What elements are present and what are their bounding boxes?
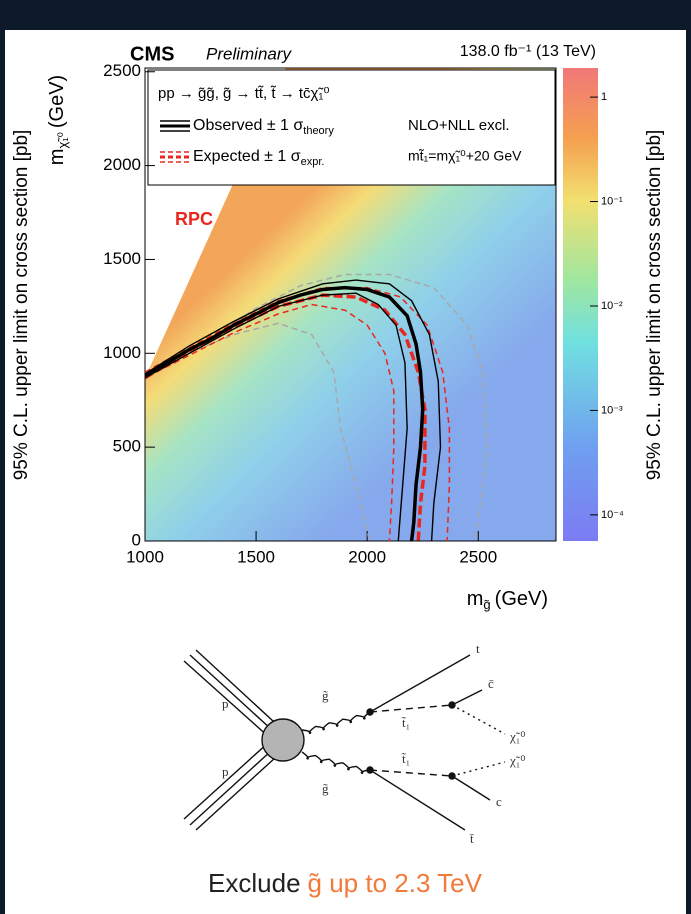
x-tick-label: 1000 <box>126 547 164 566</box>
heatmap <box>145 68 556 541</box>
gluon <box>301 751 371 774</box>
legend-name: Expected ± 1 σ <box>193 148 301 165</box>
neutralino-line <box>451 704 506 777</box>
y-axis-label: mχ̃₁⁰ (GeV) <box>46 75 70 165</box>
x-label-unit: (GeV) <box>495 588 548 610</box>
legend-name: Observed ± 1 σ <box>193 117 303 134</box>
caption: Exclude g̃ up to 2.3 TeV <box>208 868 483 898</box>
vertex <box>366 766 374 774</box>
contour-line <box>145 279 442 541</box>
diagram-label: t <box>476 641 480 656</box>
method-label: NLO+NLL excl. <box>408 117 510 134</box>
legend-sub: theory <box>303 125 334 137</box>
x-label-sub: g̃ <box>483 597 490 612</box>
y-tick-label: 1500 <box>103 249 141 268</box>
legend-entry: Expected ± 1 σexpr. <box>193 148 324 168</box>
contour-line <box>145 293 427 541</box>
cms-label: CMS <box>130 43 174 65</box>
vertex <box>448 701 456 709</box>
colorbar-tick-label: 1 <box>601 91 607 103</box>
y-label-unit: (GeV) <box>46 75 68 128</box>
stop-line <box>369 704 453 777</box>
region-label: RPC <box>175 209 213 229</box>
legend-box <box>147 69 556 186</box>
legend-sub: expr. <box>301 156 325 168</box>
y-label-sub: χ̃₁⁰ <box>55 132 70 148</box>
diagram-label: χ̃₁⁰ <box>509 753 526 768</box>
vertex <box>448 772 456 780</box>
vertex <box>366 708 374 716</box>
diagram-label: t̃₁ <box>402 751 410 766</box>
caption-text: Exclude <box>208 868 301 898</box>
y-tick-label: 0 <box>132 530 141 549</box>
y-tick-label: 500 <box>113 437 141 456</box>
quark-line <box>369 654 491 831</box>
diagram-label: p <box>222 696 229 711</box>
x-tick-label: 2500 <box>459 547 497 566</box>
x-tick-label: 1500 <box>237 547 275 566</box>
gluon <box>301 711 371 734</box>
lumi-label: 138.0 fb⁻¹ (13 TeV) <box>460 43 596 60</box>
feynman-diagram <box>183 649 506 831</box>
preliminary-label: Preliminary <box>206 44 293 63</box>
x-axis-label: mg̃ (GeV) <box>467 588 548 612</box>
diagram-label: g̃ <box>322 781 329 796</box>
y-tick-label: 1000 <box>103 343 141 362</box>
diagram-label: g̃ <box>322 688 329 703</box>
contour-line <box>178 322 371 541</box>
colorbar-tick-label: 10⁻² <box>601 300 623 312</box>
caption-highlight: g̃ up to 2.3 TeV <box>308 868 483 898</box>
mass-relation: mt̃₁=mχ̃₁⁰+20 GeV <box>408 148 522 164</box>
contours <box>145 273 488 541</box>
y-label-text: m <box>46 149 68 166</box>
side-label: 95% C.L. upper limit on cross section [p… <box>11 130 32 481</box>
contour-line <box>211 273 488 541</box>
diagram-label: t̄ <box>470 831 474 846</box>
diagram-label: t̃₁ <box>402 715 410 730</box>
colorbar-label: 95% C.L. upper limit on cross section [p… <box>644 130 665 481</box>
x-tick-label: 2000 <box>348 547 386 566</box>
diagram-label: p <box>222 764 229 779</box>
colorbar <box>563 68 598 541</box>
x-label-text: m <box>467 588 484 610</box>
y-tick-label: 2000 <box>103 155 141 174</box>
y-tick-label: 2500 <box>103 61 141 80</box>
legend-entry: Observed ± 1 σtheory <box>193 117 334 137</box>
diagram-label: c̄ <box>488 676 494 691</box>
colorbar-tick-label: 10⁻¹ <box>601 195 623 207</box>
contour-line <box>145 292 408 541</box>
colorbar-tick-label: 10⁻³ <box>601 404 623 416</box>
contour-line <box>145 286 451 541</box>
contour-line <box>145 285 425 541</box>
blob <box>261 718 305 762</box>
colorbar-tick-label: 10⁻⁴ <box>601 509 624 521</box>
diagram-label: c <box>496 794 502 809</box>
process-label: pp → g̃g̃, g̃ → tt̃, t̃ → tc̄χ̃₁⁰ <box>158 85 330 102</box>
plot-frame <box>144 67 557 542</box>
diagram-label: χ̃₁⁰ <box>509 729 526 744</box>
diagram-labels: p p g̃ g̃ t̃₁ t̃₁ t c̄ χ̃₁⁰ χ̃₁⁰ c t̄ <box>222 641 526 846</box>
